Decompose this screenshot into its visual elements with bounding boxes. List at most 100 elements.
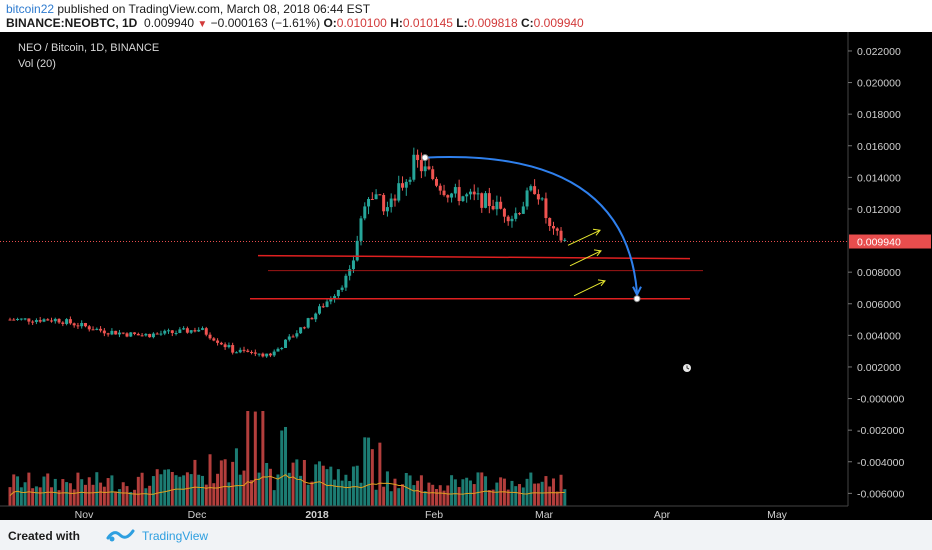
volume-bar (223, 459, 227, 506)
candle (155, 332, 159, 335)
last-price: 0.009940 (144, 16, 195, 30)
candle (378, 194, 382, 196)
high-value: 0.010145 (402, 16, 453, 30)
volume-bar (65, 482, 69, 506)
volume-bar (99, 482, 103, 506)
chart-area[interactable]: 0.022000 0.020000 0.018000 0.016000 0.014000… (0, 32, 932, 520)
candle (336, 289, 340, 299)
volume-bar (114, 491, 118, 506)
volume-bar (529, 472, 533, 506)
candle (268, 352, 272, 358)
y-tick-label: 0.008000 (857, 267, 901, 279)
candle (46, 318, 50, 321)
candle (38, 316, 42, 324)
candle (125, 332, 129, 338)
volume-bar (506, 489, 510, 506)
volume-bar (46, 473, 50, 506)
volume-bar (423, 491, 427, 506)
candle (261, 352, 265, 358)
candle (76, 322, 80, 329)
candle (216, 338, 220, 346)
volume-bar (185, 472, 189, 506)
candle (518, 212, 522, 216)
tradingview-brand-link[interactable]: TradingView (142, 529, 209, 543)
x-tick-label: Nov (75, 509, 94, 520)
candle (114, 330, 118, 335)
candle (563, 238, 567, 242)
candle (465, 192, 469, 203)
candle (23, 317, 27, 321)
volume-bar (117, 489, 121, 506)
candle (423, 160, 427, 177)
volume-bar (110, 475, 114, 506)
x-tick-label: Mar (535, 509, 554, 520)
candle (121, 332, 125, 335)
candle (321, 303, 325, 308)
candle (548, 217, 552, 231)
candle (453, 183, 457, 198)
candle (272, 349, 276, 357)
footer: Created with TradingView (0, 520, 932, 550)
volume-bar (38, 487, 42, 506)
volume-bar (57, 490, 61, 506)
candle (287, 334, 291, 342)
y-tick-label: 0.002000 (857, 362, 901, 374)
volume-bar (72, 489, 76, 506)
volume-bar (533, 483, 537, 506)
candle (12, 318, 16, 321)
candle (348, 265, 352, 281)
clock-icon[interactable] (683, 364, 691, 372)
volume-bar (382, 486, 386, 506)
volume-bar (159, 474, 163, 506)
candle (159, 330, 163, 336)
y-tick-label: 0.004000 (857, 330, 901, 342)
candle (144, 333, 148, 337)
candle (178, 327, 182, 334)
x-tick-label: Apr (654, 509, 671, 520)
candle (170, 330, 174, 337)
candle (540, 197, 544, 201)
candle (83, 322, 87, 328)
candle (408, 176, 412, 185)
volume-bar (250, 480, 254, 506)
candle (521, 201, 525, 214)
candle (61, 321, 65, 327)
volume-bar (559, 474, 563, 506)
volume-bar (284, 426, 288, 506)
volume-bar (431, 484, 435, 506)
volume-bar (329, 466, 333, 506)
candle (65, 318, 69, 326)
volume-bar (310, 481, 314, 506)
candle (359, 215, 363, 246)
candle (397, 175, 401, 203)
candle (404, 179, 408, 196)
volume-bar (125, 486, 129, 506)
candle (434, 176, 438, 188)
candle (370, 192, 374, 200)
volume-bar (34, 486, 38, 506)
volume-bar (419, 475, 423, 506)
candle (68, 316, 72, 325)
projection-arc (424, 155, 638, 293)
volume-bar (287, 472, 291, 506)
y-tick-label: 0.012000 (857, 204, 901, 216)
candle (280, 347, 284, 351)
volume-bar (276, 474, 280, 506)
author-link[interactable]: bitcoin22 (6, 2, 55, 16)
candle (393, 194, 397, 207)
candle (42, 318, 46, 323)
candle (95, 327, 99, 331)
price-chart[interactable]: 0.022000 0.020000 0.018000 0.016000 0.014000… (0, 32, 932, 520)
legend-title: NEO / Bitcoin, 1D, BINANCE (18, 42, 160, 54)
volume-bar (178, 476, 182, 506)
candle (53, 317, 57, 324)
x-tick-label: Feb (425, 509, 443, 520)
volume-bar (548, 486, 552, 506)
candle (472, 184, 476, 201)
volume-bar (453, 479, 457, 506)
candle (57, 318, 61, 324)
candle (234, 351, 238, 354)
volume-bar (19, 487, 23, 506)
volume-bar (314, 464, 318, 506)
candle (340, 285, 344, 292)
